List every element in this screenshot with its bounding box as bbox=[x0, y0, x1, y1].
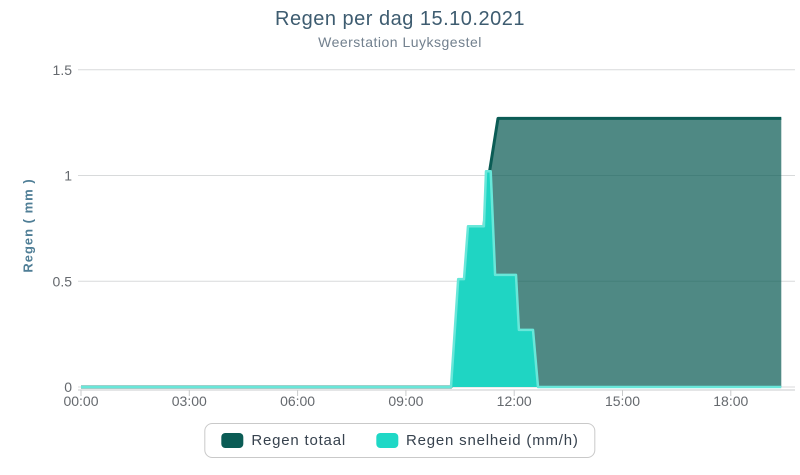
rain-area-chart: 0 0.5 1 1.5 00:00 03:00 06:00 09:00 12:00 15:00 18… bbox=[53, 62, 795, 409]
x-tick-label: 18:00 bbox=[713, 393, 748, 409]
chart-subtitle: Weerstation Luyksgestel bbox=[318, 34, 482, 50]
y-tick-label: 0.5 bbox=[53, 273, 73, 289]
series-area-regen-totaal[interactable] bbox=[81, 118, 782, 388]
legend-swatch-regen-totaal bbox=[221, 433, 244, 448]
legend-label: Regen totaal bbox=[251, 432, 346, 449]
chart-legend: Regen totaal Regen snelheid (mm/h) bbox=[204, 423, 596, 458]
y-tick-label: 0 bbox=[64, 379, 72, 395]
x-tick-label: 03:00 bbox=[172, 393, 207, 409]
x-tick-label: 15:00 bbox=[605, 393, 640, 409]
y-tick-label: 1.5 bbox=[53, 62, 73, 78]
series-line-regen-snelheid-mm-h[interactable] bbox=[81, 170, 782, 389]
legend-item-regen-totaal[interactable]: Regen totaal bbox=[221, 432, 346, 449]
x-tick-label: 00:00 bbox=[63, 393, 98, 409]
chart-title: Regen per dag 15.10.2021 bbox=[275, 8, 525, 30]
x-tick-label: 06:00 bbox=[280, 393, 315, 409]
legend-swatch-regen-snelheid-mm-h bbox=[375, 433, 398, 448]
x-tick-label: 12:00 bbox=[497, 393, 532, 409]
legend-item-regen-snelheid-mm-h[interactable]: Regen snelheid (mm/h) bbox=[375, 432, 579, 449]
legend-label: Regen snelheid (mm/h) bbox=[405, 432, 579, 449]
x-tick-label: 09:00 bbox=[388, 393, 423, 409]
y-tick-label: 1 bbox=[64, 168, 72, 184]
